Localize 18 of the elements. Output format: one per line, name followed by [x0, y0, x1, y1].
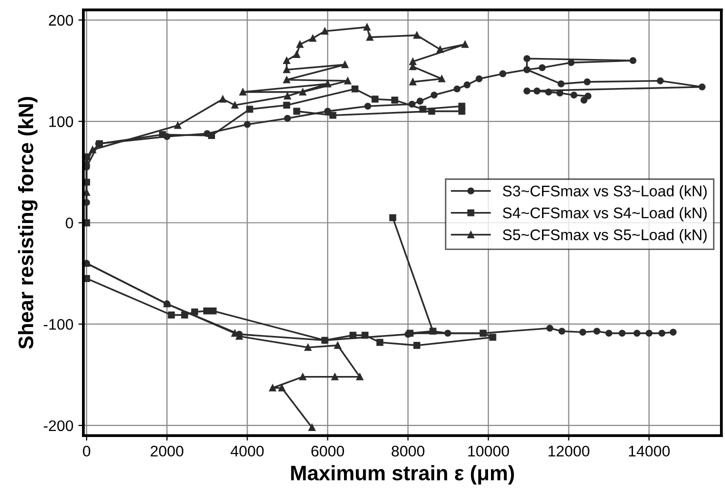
- x-tick-label: 2000: [150, 446, 184, 457]
- x-tick-label: 12000: [548, 446, 590, 457]
- x-tick-label: 6000: [311, 446, 344, 457]
- legend-label: S4~CFSmax vs S4~Load (kN): [502, 207, 707, 222]
- x-tick-label: 14000: [628, 446, 670, 457]
- y-tick-label: 100: [49, 116, 74, 128]
- y-tick-label: -100: [44, 318, 74, 330]
- x-tick-label: 10000: [468, 446, 509, 457]
- x-tick-label: 8000: [392, 446, 424, 457]
- x-axis-title: Maximum strain ε (μm): [291, 465, 514, 485]
- x-tick-label: 0: [82, 446, 90, 457]
- legend-label: S3~CFSmax vs S3~Load (kN): [502, 185, 707, 200]
- y-axis-title: Shear resisting force (kN): [18, 97, 38, 349]
- y-tick-label: -200: [44, 420, 74, 432]
- y-tick-label: 200: [48, 14, 74, 26]
- legend-label: S5~CFSmax vs S5~Load (kN): [502, 228, 707, 244]
- x-tick-label: 4000: [230, 446, 264, 457]
- y-tick-label: 0: [66, 218, 74, 228]
